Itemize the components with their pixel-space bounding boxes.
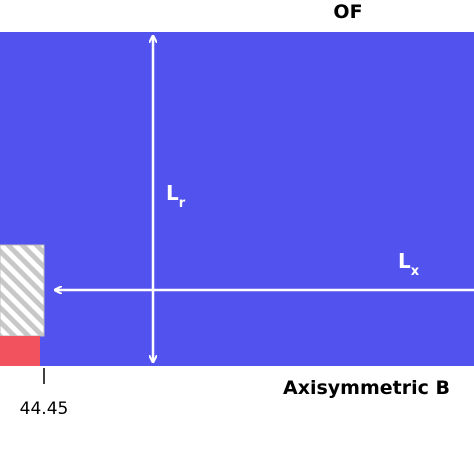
lr-sub: r — [179, 196, 186, 211]
hatched-body — [0, 244, 45, 337]
bottom-label: Axisymmetric B — [283, 377, 450, 399]
dimension-label: 44.45 — [20, 399, 69, 419]
lr-main: L — [166, 181, 179, 205]
lx-main: L — [398, 249, 411, 273]
lx-label: Lx — [398, 249, 420, 279]
domain — [0, 32, 474, 366]
top-label: OF — [333, 1, 362, 23]
lr-label: Lr — [166, 181, 186, 211]
red-body — [0, 336, 40, 366]
lx-sub: x — [411, 264, 420, 279]
